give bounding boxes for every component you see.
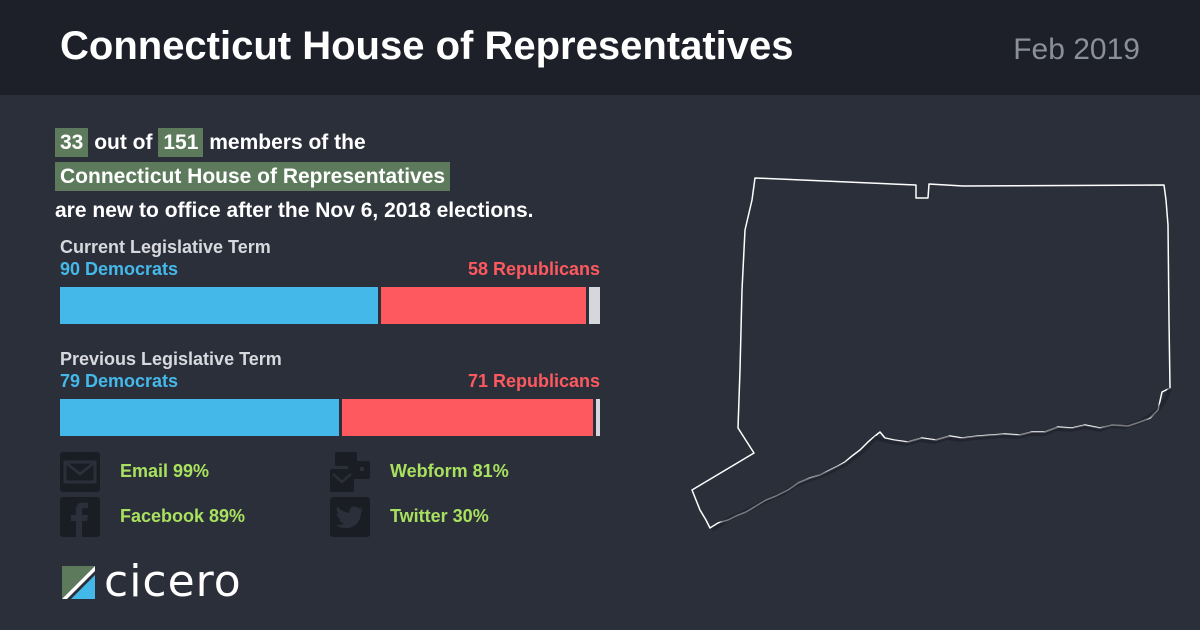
previous-democrats-segment: [60, 399, 340, 436]
previous-term-label: Previous Legislative Term: [60, 349, 282, 369]
contact-webform: Webform 81%: [330, 452, 570, 492]
current-term-section: Current Legislative Term 90 Democrats 58…: [60, 237, 600, 324]
date-label: Feb 2019: [1013, 33, 1140, 66]
current-other-segment: [589, 287, 600, 324]
summary-text-3: are new to office after the Nov 6, 2018 …: [55, 199, 534, 222]
cicero-logo-mark: [62, 566, 95, 599]
page-title: Connecticut House of Representatives: [60, 24, 794, 68]
previous-term-section: Previous Legislative Term 79 Democrats 7…: [60, 349, 600, 436]
previous-republicans-label: 71 Republicans: [467, 371, 600, 391]
bar-gap: [378, 287, 382, 324]
previous-other-segment: [596, 399, 600, 436]
contact-facebook: Facebook 89%: [60, 497, 300, 537]
total-members-count: 151: [158, 128, 204, 157]
current-republicans-label: 58 Republicans: [467, 259, 600, 279]
bar-gap: [586, 287, 590, 324]
envelope-icon: [60, 452, 100, 492]
twitter-icon: [330, 497, 370, 537]
summary-text: 33 out of 151 members of the Connecticut…: [55, 126, 655, 228]
current-democrats-segment: [60, 287, 379, 324]
summary-text-2: members of the: [209, 131, 366, 154]
bar-gap: [339, 399, 343, 436]
connecticut-map-outline: [691, 177, 1172, 532]
bar-gap: [593, 399, 597, 436]
facebook-label: Facebook 89%: [120, 506, 246, 526]
current-republicans-segment: [381, 287, 587, 324]
current-term-label: Current Legislative Term: [60, 237, 271, 257]
header-bar: Connecticut House of Representatives Feb…: [0, 0, 1200, 95]
email-label: Email 99%: [120, 461, 210, 481]
webform-icon: [330, 452, 370, 492]
contact-twitter: Twitter 30%: [330, 497, 570, 537]
contact-email: Email 99%: [60, 452, 300, 492]
previous-term-bar: [60, 399, 600, 436]
new-members-count: 33: [55, 128, 89, 157]
current-term-bar: [60, 287, 600, 324]
facebook-icon: [60, 497, 100, 537]
twitter-label: Twitter 30%: [390, 506, 489, 526]
cicero-wordmark: cicero: [104, 556, 242, 607]
webform-label: Webform 81%: [390, 461, 509, 481]
previous-republicans-segment: [342, 399, 594, 436]
previous-democrats-label: 79 Democrats: [60, 371, 179, 391]
summary-text-1: out of: [94, 131, 153, 154]
current-democrats-label: 90 Democrats: [60, 259, 179, 279]
legislative-body-name: Connecticut House of Representatives: [55, 162, 451, 191]
cicero-logo: cicero: [62, 556, 282, 607]
